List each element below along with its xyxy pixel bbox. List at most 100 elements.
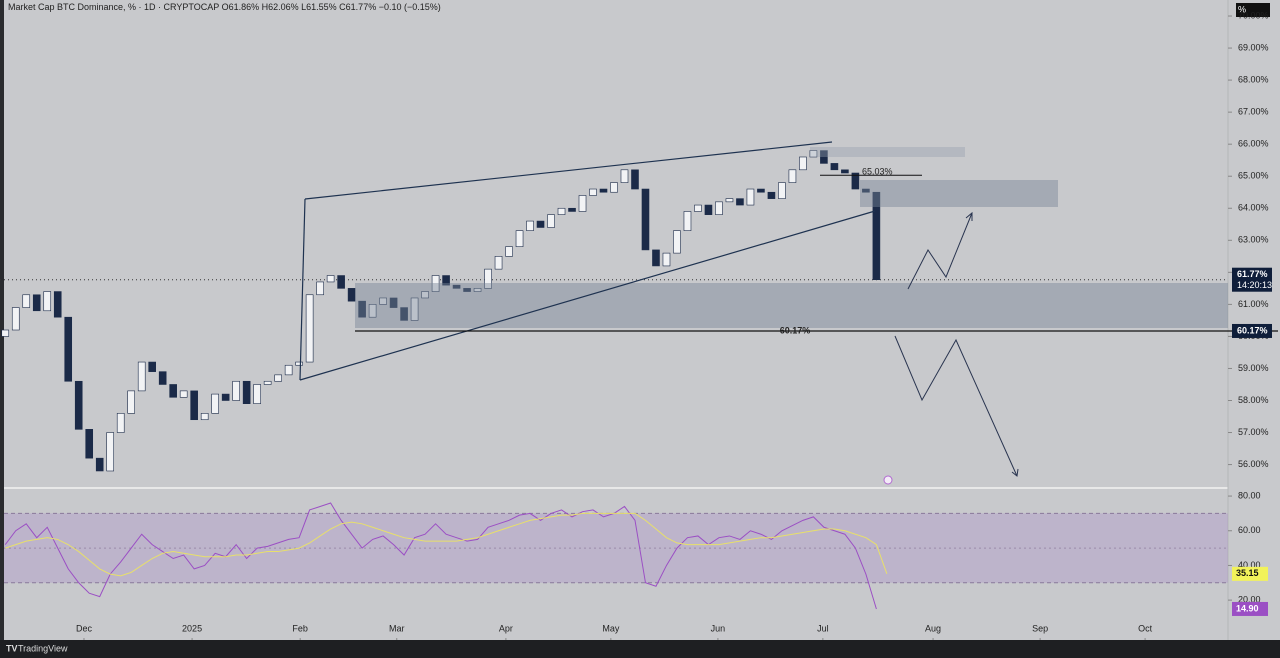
candle-body — [431, 275, 440, 292]
candle-body — [158, 371, 167, 385]
candle-body — [547, 214, 555, 228]
y-tick-label: 40.00 — [1238, 560, 1261, 570]
level-label: 60.17% — [780, 325, 811, 335]
candle-body — [400, 307, 408, 321]
last-price-badge — [1232, 267, 1272, 292]
candle-body — [610, 182, 618, 193]
candle-body — [778, 182, 786, 199]
candle-body — [620, 169, 629, 183]
candle-body — [337, 275, 345, 289]
candle-body — [515, 230, 524, 248]
y-tick-label: 68.00% — [1238, 74, 1269, 84]
background — [0, 0, 1280, 640]
candle-body — [442, 275, 450, 286]
candle-body — [757, 188, 765, 193]
x-tick-label: Mar — [389, 623, 405, 633]
brand-logo: TV — [6, 643, 18, 653]
y-tick-label: 63.00% — [1238, 235, 1269, 245]
x-tick-label: 2025 — [182, 623, 202, 633]
brand: TradingView — [18, 643, 68, 653]
candle-body — [746, 188, 755, 206]
candle-body — [662, 252, 671, 267]
candle-body — [484, 268, 492, 289]
candle-body — [494, 256, 503, 270]
candle-body — [673, 230, 681, 254]
candle-body — [32, 294, 41, 312]
x-tick-label: Dec — [76, 623, 93, 633]
chart-title: Market Cap BTC Dominance, % · 1D · CRYPT… — [8, 2, 441, 12]
y-tick-label: 56.00% — [1238, 459, 1269, 469]
resistance-zone — [860, 180, 1058, 207]
y-tick-label: 61.00% — [1238, 299, 1269, 309]
y-tick-label: 64.00% — [1238, 203, 1269, 213]
candle-body — [389, 297, 398, 308]
rsi-badge — [1232, 601, 1268, 616]
candle-body — [526, 220, 534, 231]
countdown: 14:20:13 — [1237, 280, 1272, 290]
y-tick-label: 58.00% — [1238, 395, 1269, 405]
candle-body — [43, 291, 52, 312]
candle-body — [316, 281, 324, 296]
level-badge-label: 60.17% — [1237, 325, 1268, 335]
x-tick-label: Apr — [499, 623, 513, 633]
candle-body — [106, 432, 115, 472]
candle-body — [190, 390, 198, 421]
candle-body — [379, 297, 387, 305]
unit-button[interactable] — [1236, 3, 1270, 17]
rsi-badge-label: 35.15 — [1236, 568, 1259, 578]
y-tick-label: 59.00% — [1238, 363, 1269, 373]
candle-body — [64, 316, 73, 382]
wedge — [299, 141, 876, 381]
candle-body — [347, 288, 356, 302]
candle-body — [704, 204, 713, 215]
candle-body — [578, 195, 587, 212]
candle-body — [11, 307, 20, 331]
candle-body — [568, 207, 576, 212]
candle-body — [169, 384, 177, 398]
upper-zone — [810, 147, 965, 157]
candle-body — [841, 169, 849, 174]
candle-body — [295, 361, 303, 366]
level-label: 65.03% — [862, 167, 893, 177]
left-edge — [0, 0, 4, 640]
candle-body — [694, 204, 702, 212]
candle-body — [799, 156, 807, 171]
footer-bar — [0, 640, 1280, 658]
candle-body — [725, 198, 734, 203]
candle-body — [263, 380, 272, 385]
ohlc: O61.86% H62.06% L61.55% C61.77% −0.10 (−… — [222, 2, 441, 12]
candle-body — [599, 188, 608, 193]
x-tick-label: May — [602, 623, 620, 633]
candle-body — [179, 390, 188, 398]
candle-body — [85, 429, 94, 459]
last-price-label: 61.77% — [1237, 269, 1268, 279]
candle-body — [809, 150, 818, 158]
candle-body — [788, 169, 797, 183]
y-tick-label: 65.00% — [1238, 171, 1269, 181]
candle-body — [211, 393, 219, 414]
candle-body — [683, 211, 692, 231]
candle-body — [820, 150, 828, 164]
candle-body — [736, 198, 744, 206]
event-icon[interactable] — [883, 475, 893, 485]
candle-body — [232, 380, 240, 401]
y-tick-label: 57.00% — [1238, 427, 1269, 437]
candle-body — [862, 188, 870, 193]
candle-body — [872, 191, 881, 281]
unit-button-label: % — [1238, 4, 1246, 14]
x-tick-label: Sep — [1032, 623, 1048, 633]
candle-body — [589, 188, 597, 196]
candle-body — [652, 249, 660, 267]
candle-body — [715, 201, 723, 215]
x-tick-label: Aug — [925, 623, 941, 633]
candle-body — [452, 284, 461, 289]
candle-body — [221, 393, 230, 401]
x-tick-label: Oct — [1138, 623, 1153, 633]
candle-body — [200, 413, 209, 421]
candle-body — [53, 291, 62, 318]
level-badge — [1232, 323, 1272, 338]
candle-body — [1, 329, 10, 337]
projection — [894, 211, 1019, 477]
candle-body — [557, 207, 566, 215]
candle-body — [74, 380, 83, 430]
